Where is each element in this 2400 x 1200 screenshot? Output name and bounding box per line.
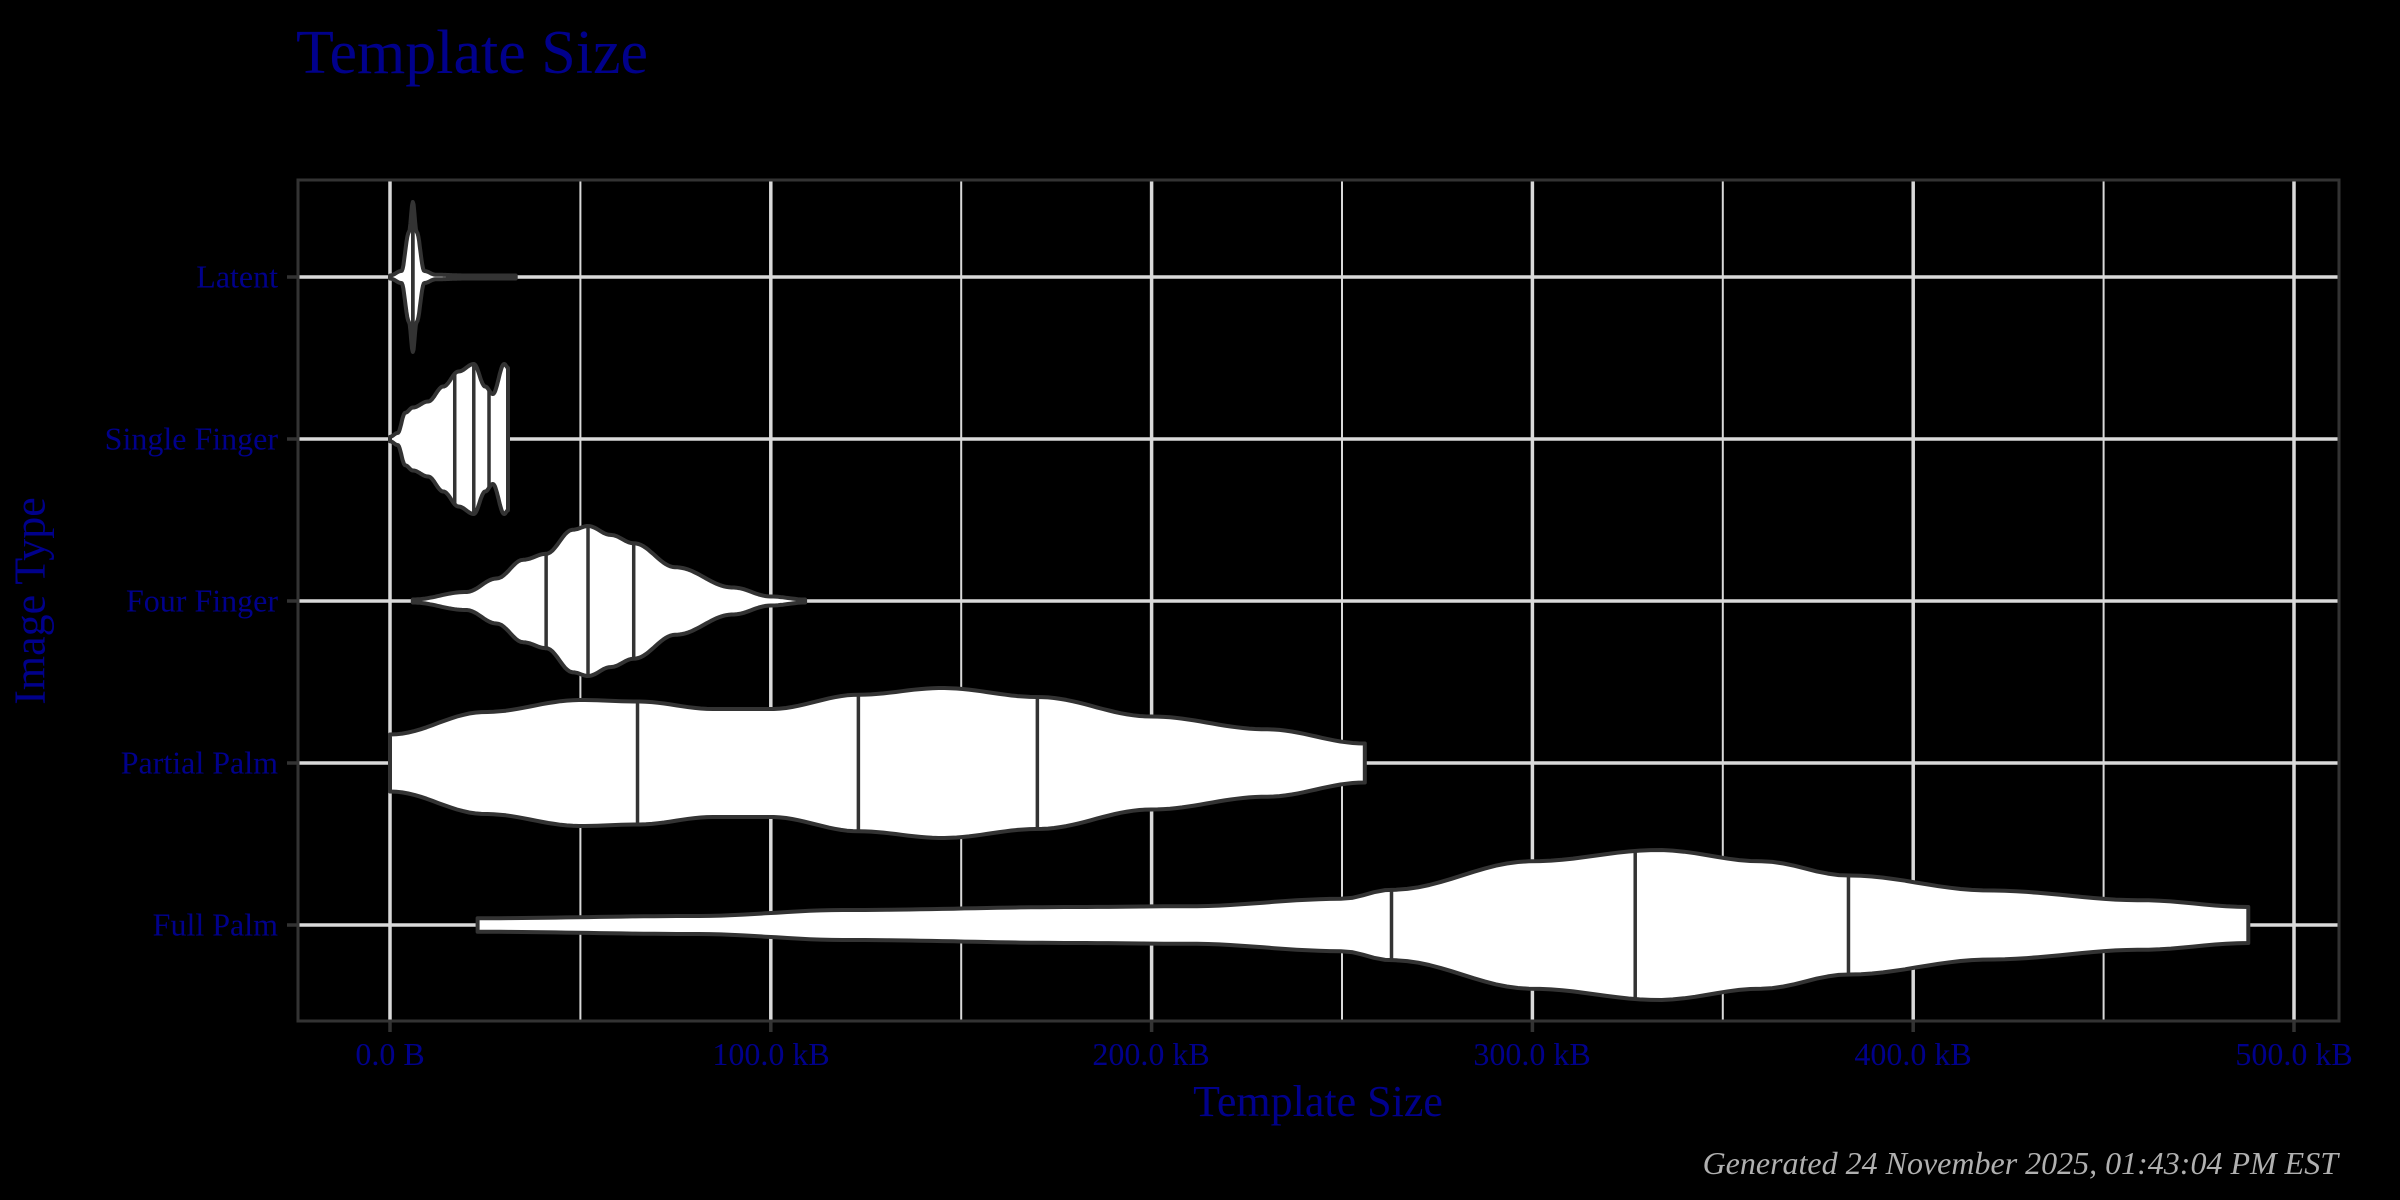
violin-shape [388, 686, 1367, 840]
x-axis-title: Template Size [1193, 1077, 1443, 1126]
y-tick-label-partial-palm: Partial Palm [120, 744, 278, 781]
x-tick-label-500: 500.0 kB [2235, 1036, 2353, 1072]
x-tick-label-300: 300.0 kB [1473, 1036, 1591, 1072]
y-tick-label-full-palm: Full Palm [152, 906, 278, 943]
violin-single-finger [388, 362, 510, 516]
x-tick-label-100: 100.0 kB [712, 1036, 830, 1072]
y-tick-label-four-finger: Four Finger [126, 582, 278, 619]
violin-shape [388, 362, 510, 516]
x-tick-label-200: 200.0 kB [1092, 1036, 1210, 1072]
y-tick-label-latent: Latent [196, 258, 278, 295]
chart-title: Template Size [296, 19, 649, 87]
y-tick-label-single-finger: Single Finger [104, 420, 278, 457]
violin-full-palm [475, 848, 2251, 1002]
violins [388, 200, 2251, 1002]
axis-ticks [287, 275, 2296, 1032]
x-tick-label-400: 400.0 kB [1854, 1036, 1972, 1072]
violin-partial-palm [388, 686, 1367, 840]
violin-shape [475, 848, 2251, 1002]
violin-shape [388, 200, 518, 354]
violin-four-finger [410, 524, 808, 678]
y-axis-title: Image Type [5, 497, 55, 705]
x-tick-label-0: 0.0 B [355, 1036, 425, 1072]
generated-caption: Generated 24 November 2025, 01:43:04 PM … [1702, 1145, 2338, 1181]
violin-latent [388, 200, 518, 354]
